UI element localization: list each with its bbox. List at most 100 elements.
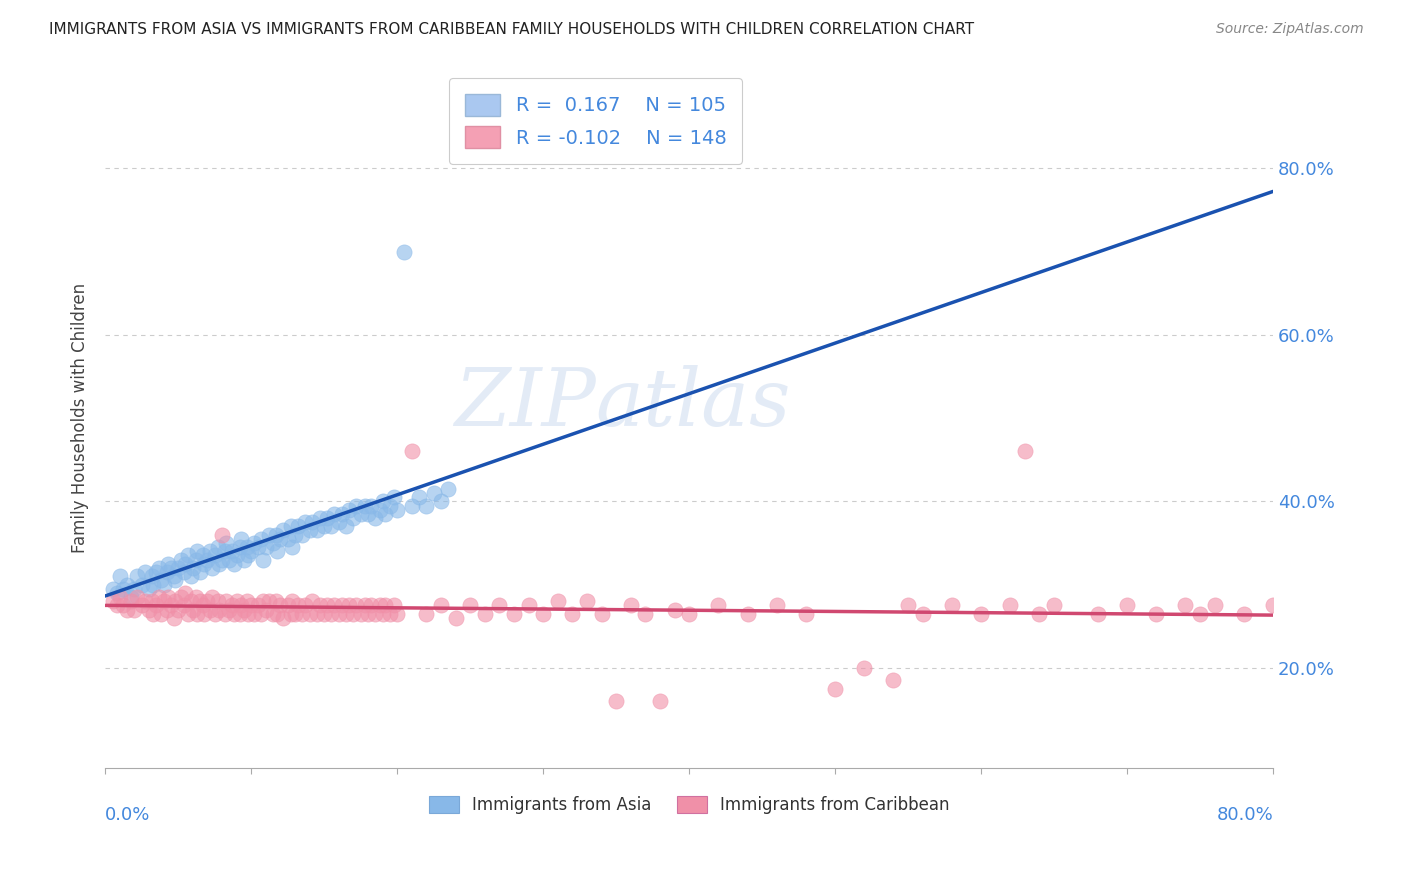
Point bbox=[228, 540, 250, 554]
Point bbox=[269, 599, 291, 613]
Point bbox=[364, 607, 387, 621]
Point bbox=[897, 599, 920, 613]
Point bbox=[314, 607, 336, 621]
Point bbox=[371, 607, 394, 621]
Point bbox=[247, 599, 270, 613]
Point bbox=[678, 607, 700, 621]
Point bbox=[911, 607, 934, 621]
Point bbox=[316, 511, 339, 525]
Point bbox=[200, 544, 222, 558]
Point bbox=[191, 599, 214, 613]
Point bbox=[145, 599, 167, 613]
Point bbox=[281, 540, 304, 554]
Point bbox=[127, 569, 149, 583]
Point bbox=[385, 502, 408, 516]
Point bbox=[131, 599, 153, 613]
Point bbox=[280, 607, 302, 621]
Point bbox=[664, 602, 686, 616]
Point bbox=[1204, 599, 1226, 613]
Point bbox=[211, 527, 233, 541]
Point bbox=[184, 590, 207, 604]
Point bbox=[124, 602, 146, 616]
Point bbox=[291, 527, 314, 541]
Point bbox=[252, 552, 274, 566]
Point bbox=[167, 561, 190, 575]
Point bbox=[316, 599, 339, 613]
Point bbox=[141, 569, 163, 583]
Point bbox=[437, 482, 460, 496]
Point bbox=[127, 590, 149, 604]
Point bbox=[382, 490, 405, 504]
Point bbox=[321, 519, 343, 533]
Point bbox=[401, 444, 423, 458]
Point bbox=[215, 536, 238, 550]
Point bbox=[305, 607, 328, 621]
Point bbox=[287, 519, 309, 533]
Point bbox=[134, 594, 156, 608]
Point bbox=[294, 515, 316, 529]
Point bbox=[401, 499, 423, 513]
Point bbox=[148, 590, 170, 604]
Point bbox=[344, 599, 367, 613]
Point bbox=[131, 577, 153, 591]
Point bbox=[422, 486, 444, 500]
Point bbox=[378, 499, 401, 513]
Point bbox=[794, 607, 817, 621]
Point bbox=[277, 599, 299, 613]
Point bbox=[214, 607, 236, 621]
Point bbox=[354, 599, 377, 613]
Point bbox=[335, 519, 357, 533]
Text: 80.0%: 80.0% bbox=[1216, 806, 1272, 824]
Point bbox=[561, 607, 583, 621]
Point bbox=[236, 540, 259, 554]
Point bbox=[321, 607, 343, 621]
Point bbox=[149, 607, 172, 621]
Point bbox=[1087, 607, 1109, 621]
Point bbox=[148, 561, 170, 575]
Point bbox=[350, 507, 373, 521]
Point bbox=[240, 599, 263, 613]
Point bbox=[254, 602, 277, 616]
Point bbox=[941, 599, 963, 613]
Point bbox=[243, 607, 266, 621]
Point bbox=[1014, 444, 1036, 458]
Point bbox=[186, 544, 208, 558]
Point bbox=[238, 607, 260, 621]
Point bbox=[488, 599, 510, 613]
Point bbox=[287, 599, 309, 613]
Point bbox=[250, 607, 273, 621]
Point bbox=[155, 565, 177, 579]
Point bbox=[250, 532, 273, 546]
Point bbox=[238, 549, 260, 563]
Point bbox=[323, 507, 346, 521]
Point bbox=[254, 540, 277, 554]
Point bbox=[222, 607, 245, 621]
Point bbox=[330, 507, 353, 521]
Point bbox=[204, 549, 226, 563]
Point bbox=[181, 602, 204, 616]
Point bbox=[252, 594, 274, 608]
Point bbox=[298, 607, 321, 621]
Text: ZIP: ZIP bbox=[454, 366, 596, 443]
Point bbox=[737, 607, 759, 621]
Point bbox=[204, 607, 226, 621]
Point bbox=[262, 536, 284, 550]
Point bbox=[266, 544, 288, 558]
Point bbox=[105, 599, 128, 613]
Point bbox=[197, 552, 219, 566]
Point bbox=[1174, 599, 1197, 613]
Text: Source: ZipAtlas.com: Source: ZipAtlas.com bbox=[1216, 22, 1364, 37]
Point bbox=[294, 599, 316, 613]
Point bbox=[225, 549, 247, 563]
Point bbox=[184, 552, 207, 566]
Point bbox=[257, 527, 280, 541]
Point bbox=[1233, 607, 1256, 621]
Point bbox=[115, 602, 138, 616]
Point bbox=[360, 499, 382, 513]
Point bbox=[138, 582, 160, 596]
Point bbox=[193, 607, 215, 621]
Point bbox=[264, 594, 287, 608]
Point bbox=[173, 565, 195, 579]
Point bbox=[174, 557, 197, 571]
Point bbox=[222, 557, 245, 571]
